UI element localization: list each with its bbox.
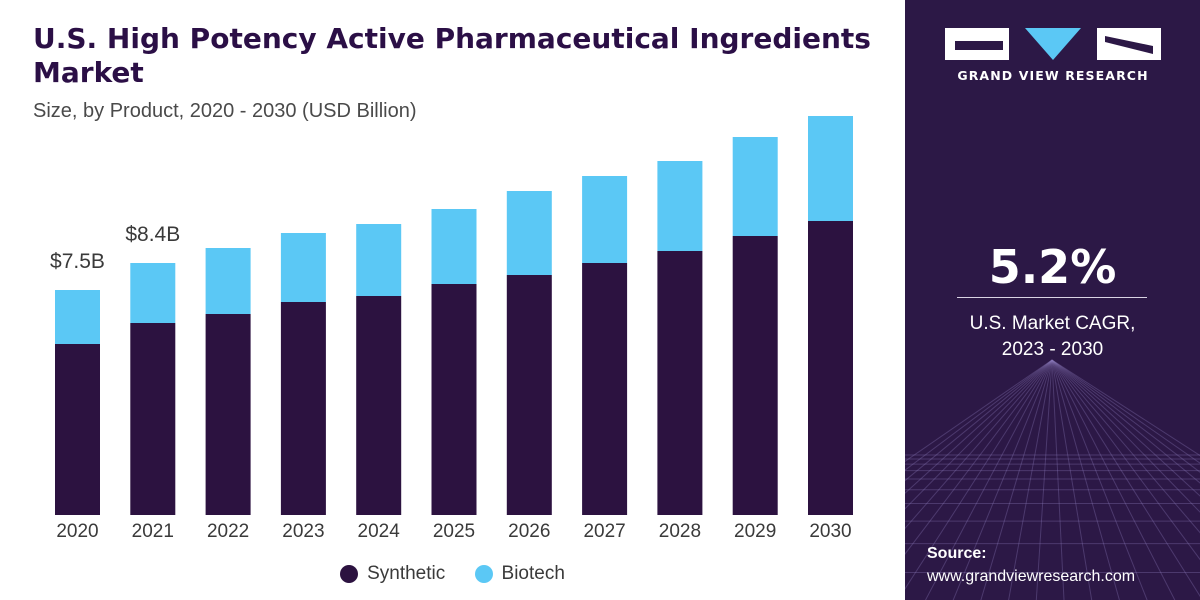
legend-item-synthetic: Synthetic	[340, 563, 445, 585]
source-link[interactable]: www.grandviewresearch.com	[927, 568, 1136, 585]
bar-chart: 2020 $7.5B 2021 $8.4B 2022 2023 2024 2025 2026 20…	[50, 116, 853, 542]
bar-biotech-2027	[582, 176, 628, 263]
grid-background	[905, 359, 1200, 600]
x-tick-label-2024: 2024	[358, 521, 401, 542]
x-tick-label-2029: 2029	[734, 521, 776, 542]
cagr-value: 5.2%	[988, 240, 1117, 294]
cagr-label: U.S. Market CAGR, 2023 - 2030	[905, 311, 1200, 363]
bar-biotech-2029	[732, 137, 778, 236]
cagr-label-line2: 2023 - 2030	[1001, 339, 1104, 360]
bar-synthetic-2021	[130, 323, 176, 515]
bar-biotech-2020	[55, 290, 100, 344]
x-tick-label-2030: 2030	[809, 521, 851, 542]
legend-item-biotech: Biotech	[474, 563, 565, 585]
bar-biotech-2028	[657, 161, 703, 251]
bar-synthetic-2026	[506, 275, 552, 515]
source-title: Source:	[927, 545, 987, 562]
chart-subtitle: Size, by Product, 2020 - 2030 (USD Billi…	[33, 100, 417, 122]
bar-synthetic-2020	[55, 344, 100, 515]
bar-biotech-2024	[356, 224, 402, 296]
bar-synthetic-2028	[657, 251, 703, 515]
bar-synthetic-2030	[808, 221, 853, 515]
bar-synthetic-2024	[356, 296, 402, 515]
logo: GRAND VIEW RESEARCH	[945, 24, 1161, 83]
bar-synthetic-2022	[205, 314, 251, 515]
x-tick-label-2026: 2026	[508, 521, 550, 542]
side-panel: GRAND VIEW RESEARCH 5.2% U.S. Market CAG…	[905, 0, 1200, 600]
x-tick-label-2022: 2022	[207, 521, 249, 542]
bar-synthetic-2029	[732, 236, 778, 515]
x-tick-label-2020: 2020	[56, 521, 98, 542]
bar-synthetic-2023	[280, 302, 326, 515]
bar-synthetic-2025	[431, 284, 477, 515]
bar-biotech-2030	[808, 116, 853, 221]
legend: Synthetic Biotech	[0, 563, 905, 589]
cagr-label-line1: U.S. Market CAGR,	[969, 313, 1136, 334]
chart-title: U.S. High Potency Active Pharmaceutical …	[33, 22, 871, 89]
logo-mark-icon	[945, 28, 1161, 60]
legend-label-synthetic: Synthetic	[367, 563, 446, 584]
bar-biotech-2025	[431, 209, 477, 284]
chart-area: U.S. High Potency Active Pharmaceutical …	[0, 22, 905, 589]
x-tick-label-2025: 2025	[433, 521, 475, 542]
cagr-divider	[957, 297, 1147, 298]
x-tick-label-2027: 2027	[583, 521, 625, 542]
bar-biotech-2026	[506, 191, 552, 275]
legend-swatch-biotech	[474, 565, 493, 583]
bar-biotech-2023	[280, 233, 326, 302]
legend-swatch-synthetic	[340, 565, 359, 583]
brand-name: GRAND VIEW RESEARCH	[957, 68, 1149, 83]
bar-biotech-2021	[130, 263, 176, 323]
x-tick-label-2021: 2021	[132, 521, 174, 542]
bar-synthetic-2027	[582, 263, 628, 515]
data-label-2020: $7.5B	[50, 250, 105, 273]
x-tick-label-2023: 2023	[282, 521, 324, 542]
legend-label-biotech: Biotech	[501, 563, 565, 584]
data-label-2021: $8.4B	[125, 223, 180, 246]
bar-biotech-2022	[205, 248, 251, 314]
x-tick-label-2028: 2028	[659, 521, 701, 542]
